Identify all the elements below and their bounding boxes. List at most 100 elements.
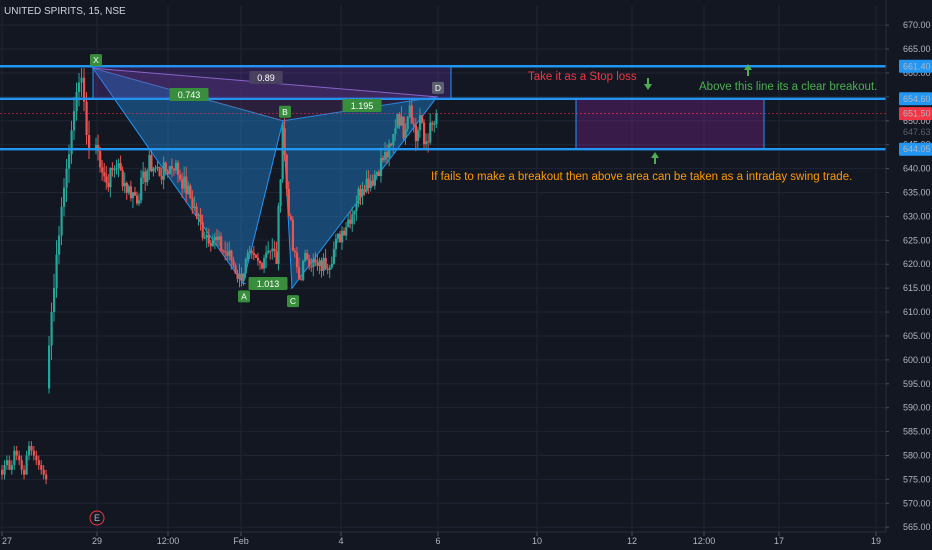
candle-body <box>250 251 253 253</box>
line-price-tag: 644.05 <box>903 144 931 154</box>
candle-body <box>228 250 231 256</box>
candle-body <box>263 258 266 269</box>
candle-body <box>162 162 165 180</box>
pattern-point-c: C <box>290 296 296 306</box>
candle-body <box>310 266 313 268</box>
candle-body <box>142 171 145 178</box>
candle-body <box>133 192 137 196</box>
candle-body <box>10 465 13 470</box>
candle-body <box>25 455 28 475</box>
candle-body <box>265 252 268 259</box>
candle-body <box>15 450 18 456</box>
candle-body <box>215 236 219 240</box>
pattern-point-b: B <box>282 107 288 117</box>
pattern-point-a-badge <box>238 290 250 303</box>
line-price-tag: 654.60 <box>903 94 931 104</box>
candle-body <box>269 250 272 252</box>
candle-body <box>97 144 100 152</box>
annotation-text: If fails to make a breakout then above a… <box>431 171 852 183</box>
x-tick-label: 27 <box>2 536 12 546</box>
candle-body <box>129 186 133 199</box>
candle-body <box>291 219 294 251</box>
candle-body <box>359 188 362 196</box>
candle-body <box>295 252 299 268</box>
candle-body <box>203 237 206 239</box>
candle-body <box>95 144 98 150</box>
candle-body <box>406 117 409 130</box>
candle-body <box>336 233 340 239</box>
candle-body <box>402 116 405 139</box>
candle-body <box>357 188 360 205</box>
candle-body <box>355 204 358 212</box>
candle-body <box>131 192 135 199</box>
candle-body <box>242 273 245 281</box>
candle-body <box>351 214 354 224</box>
candle-body <box>42 469 45 475</box>
candle-body <box>177 162 180 176</box>
candle-body <box>30 445 33 451</box>
candle-body <box>423 122 426 145</box>
x-tick-label: 12:00 <box>693 536 716 546</box>
grid <box>0 6 886 532</box>
y-tick-label: 595.00 <box>903 379 931 389</box>
candle-body <box>48 345 51 389</box>
candle-body <box>349 219 352 224</box>
ratio-badge <box>249 71 283 84</box>
y-hidden-price-label: 647.63 <box>903 127 931 137</box>
candle-body <box>75 92 78 112</box>
candle-body <box>181 179 184 189</box>
y-tick-label: 605.00 <box>903 331 931 341</box>
candle-body <box>45 474 48 480</box>
candle-body <box>40 465 43 470</box>
candle-body <box>5 460 9 466</box>
candle-body <box>271 248 274 251</box>
event-marker-icon <box>89 510 105 526</box>
candle-body <box>433 123 436 125</box>
candle-body <box>80 77 83 83</box>
candle-body <box>103 172 106 177</box>
candle-body <box>37 460 40 466</box>
candle-body <box>322 257 325 271</box>
candle-body <box>277 206 280 264</box>
x-tick-label: 19 <box>871 536 881 546</box>
candle-body <box>365 178 368 192</box>
candle-body <box>427 141 430 143</box>
candle-body <box>312 259 315 268</box>
candle-body <box>330 263 333 268</box>
price-axis-bg <box>886 0 932 550</box>
candle-body <box>388 143 391 158</box>
candle-body <box>213 236 217 241</box>
candle-body <box>297 267 301 280</box>
candle-body <box>316 262 319 266</box>
candle-body <box>105 176 108 183</box>
candle-body <box>240 273 243 281</box>
candle-body <box>78 82 81 93</box>
swing-trade-zone <box>575 98 765 149</box>
line-price-tag: 661.40 <box>903 61 931 71</box>
candle-body <box>168 166 171 174</box>
ratio-badge <box>169 88 209 101</box>
candle-body <box>236 273 239 279</box>
candle-body <box>113 169 116 171</box>
y-tick-label: 590.00 <box>903 403 931 413</box>
candle-body <box>68 154 71 169</box>
candle-body <box>425 141 428 145</box>
candle-body <box>386 152 389 158</box>
event-marker-label: E <box>94 513 100 523</box>
candle-body <box>435 112 438 124</box>
candle-body <box>400 116 403 126</box>
y-tick-label: 615.00 <box>903 283 931 293</box>
candle-body <box>410 105 413 124</box>
candle-body <box>191 197 194 208</box>
candle-body <box>164 162 167 172</box>
candle-body <box>154 167 157 169</box>
harmonic-pattern <box>91 67 439 290</box>
candle-body <box>416 130 420 142</box>
y-tick-label: 565.00 <box>903 522 931 532</box>
candle-body <box>334 238 338 250</box>
y-tick-label: 575.00 <box>903 474 931 484</box>
candle-body <box>60 206 63 236</box>
candle-body <box>361 189 364 196</box>
pattern-point-d-badge <box>432 81 444 94</box>
